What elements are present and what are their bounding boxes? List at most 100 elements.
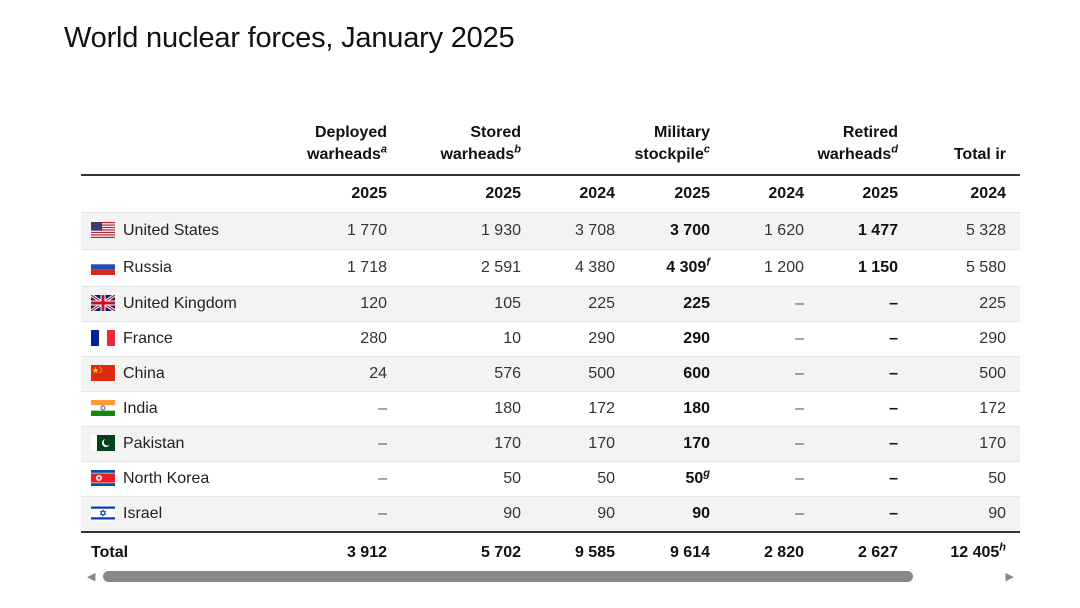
- deployed-cell: 1 770: [264, 212, 387, 250]
- retired-2024-cell: –: [710, 286, 804, 322]
- france-flag-icon: [91, 330, 123, 347]
- scroll-right-icon[interactable]: ▶: [1005, 571, 1014, 583]
- header-retired-spacer: [710, 100, 804, 176]
- country-cell: China: [81, 356, 264, 392]
- year-row: 2025 2025 2024 2025 2024 2025 2024: [81, 175, 1020, 213]
- table-row: Russia 1 718 2 591 4 380 4 309f 1 200 1 150 5 5…: [81, 250, 1020, 287]
- table-row: India – 180 172 180 – – 172: [81, 392, 1020, 427]
- retired-2025-cell: –: [804, 426, 898, 462]
- retired-2025-cell: –: [889, 470, 898, 487]
- deployed-cell: –: [264, 426, 387, 462]
- stored-cell: 180: [494, 400, 521, 417]
- stored-cell: 10: [503, 330, 521, 347]
- military-2025-cell: 170: [615, 426, 710, 462]
- stored-cell: 50: [503, 470, 521, 487]
- header-military-spacer: [521, 100, 615, 176]
- country-name: North Korea: [123, 470, 210, 487]
- table-row: France 280 10 290 290 – – 290: [81, 322, 1020, 357]
- table-row: North Korea – 50 50 50g – – 50: [81, 462, 1020, 497]
- deployed-cell: 280: [360, 330, 387, 347]
- table-scroll-area[interactable]: Deployed warheadsa Stored warheadsb Mili…: [81, 100, 1020, 568]
- uk-flag-icon: [91, 295, 123, 312]
- header-overflow: [1006, 100, 1020, 176]
- military-2024-cell: 3 708: [521, 212, 615, 250]
- scroll-left-icon[interactable]: ◀: [87, 571, 96, 583]
- header-country: [81, 100, 264, 176]
- country-cell: United Kingdom: [81, 286, 264, 322]
- retired-2025-cell: –: [804, 286, 898, 322]
- russia-flag-icon: [91, 259, 123, 276]
- military-2025-cell: 290: [683, 330, 710, 347]
- country-name: Russia: [123, 259, 172, 276]
- table-row: China 24 576 500 600– –500: [81, 356, 1020, 392]
- military-2024-cell: 172: [588, 400, 615, 417]
- stored-cell: 170: [387, 426, 521, 462]
- total-2024-cell: 50: [988, 470, 1006, 487]
- retired-2024-cell: –: [710, 356, 804, 392]
- us-flag-icon: [91, 222, 123, 239]
- china-flag-icon: [91, 365, 123, 382]
- military-2025-cell: 90: [615, 496, 710, 532]
- military-2025-cell: 3 700: [615, 212, 710, 250]
- country-cell: India: [81, 392, 264, 427]
- country-name: Pakistan: [123, 435, 185, 452]
- military-2024-cell: 290: [588, 330, 615, 347]
- country-cell: France: [81, 322, 264, 357]
- retired-2024-cell: –: [710, 496, 804, 532]
- military-2024-cell: 90: [521, 496, 615, 532]
- country-name: France: [123, 330, 173, 347]
- year-military-2024: 2024: [521, 175, 615, 213]
- total-2024-cell: 500: [898, 356, 1006, 392]
- country-cell: North Korea: [81, 462, 264, 497]
- country-cell: United States: [81, 212, 264, 250]
- country-cell: Russia: [81, 250, 264, 287]
- total-row: Total 3 912 5 702 9 585 9 614 2 820 2 62…: [81, 531, 1020, 569]
- country-name: China: [123, 365, 165, 382]
- total-deployed: 3 912: [346, 544, 387, 561]
- total-2024-cell: 170: [898, 426, 1006, 462]
- retired-2024-cell: 1 620: [710, 212, 804, 250]
- header-total: Total ir: [898, 100, 1006, 176]
- retired-2024-cell: –: [710, 426, 804, 462]
- year-deployed: 2025: [264, 175, 387, 213]
- deployed-cell: –: [264, 496, 387, 532]
- deployed-cell: –: [378, 400, 387, 417]
- total-2024-cell: 5 580: [965, 259, 1006, 276]
- israel-flag-icon: [91, 504, 123, 522]
- page-title: World nuclear forces, January 2025: [64, 22, 515, 54]
- year-retired-2024: 2024: [710, 175, 804, 213]
- year-stored: 2025: [387, 175, 521, 213]
- total-label: Total: [91, 544, 129, 561]
- country-name: United Kingdom: [123, 295, 237, 312]
- total-2024-cell: 172: [979, 400, 1006, 417]
- nuclear-forces-table: Deployed warheadsa Stored warheadsb Mili…: [81, 100, 1020, 568]
- military-2024-cell: 500: [521, 356, 615, 392]
- year-retired-2025: 2025: [804, 175, 898, 213]
- retired-2024-cell: –: [795, 330, 804, 347]
- total-military-2024: 9 585: [574, 544, 615, 561]
- military-2024-cell: 225: [521, 286, 615, 322]
- scrollbar-thumb[interactable]: [103, 571, 913, 582]
- military-2024-cell: 170: [521, 426, 615, 462]
- total-2024-cell: 5 328: [898, 212, 1006, 250]
- stored-cell: 1 930: [387, 212, 521, 250]
- country-name: United States: [123, 222, 220, 239]
- header-row: Deployed warheadsa Stored warheadsb Mili…: [81, 100, 1020, 176]
- country-cell: Pakistan: [81, 426, 264, 462]
- year-total-2024: 2024: [898, 175, 1006, 213]
- military-2025-cell: 4 309f: [666, 256, 710, 276]
- total-retired-2025: 2 627: [857, 544, 898, 561]
- military-2025-cell: 600: [615, 356, 710, 392]
- header-stored: Stored warheadsb: [387, 100, 521, 176]
- deployed-cell: –: [378, 470, 387, 487]
- horizontal-scrollbar[interactable]: ◀ ▶: [81, 567, 1020, 587]
- retired-2024-cell: –: [795, 470, 804, 487]
- stored-cell: 105: [387, 286, 521, 322]
- retired-2024-cell: 1 200: [763, 259, 804, 276]
- retired-2025-cell: –: [804, 356, 898, 392]
- country-name: Israel: [123, 504, 163, 522]
- retired-2025-cell: –: [889, 330, 898, 347]
- north-korea-flag-icon: [91, 470, 123, 487]
- country-name: India: [123, 400, 158, 417]
- total-total-2024: 12 405h: [950, 541, 1006, 561]
